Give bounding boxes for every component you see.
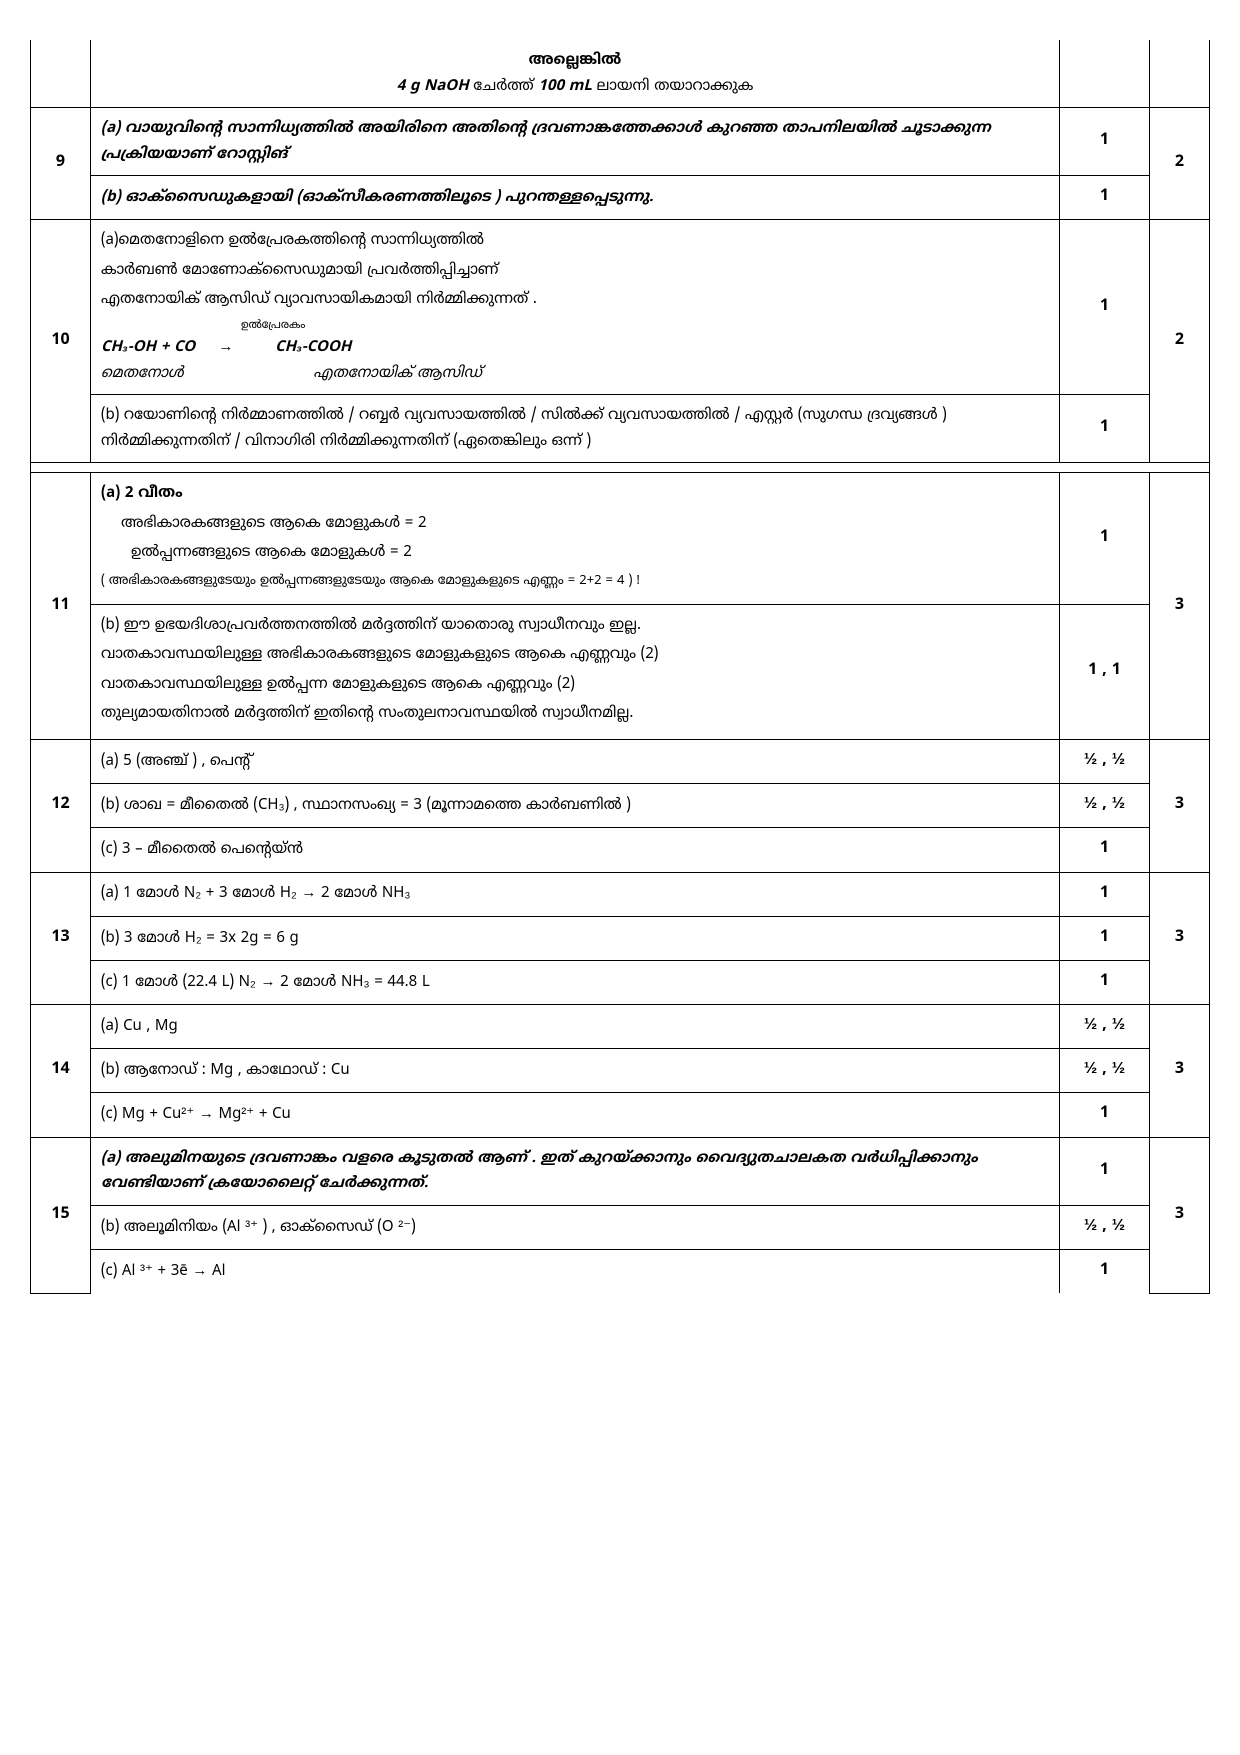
equation-labels: മെതനോൾ എതനോയിക് ആസിഡ് xyxy=(101,361,1049,387)
marks-cell: ½ , ½ xyxy=(1060,784,1150,828)
content-cell: (a) വായുവിന്റെ സാന്നിധ്യത്തിൽ അയിരിനെ അത… xyxy=(91,108,1060,176)
content-cell: (b) ഓക്സൈഡുകളായി (ഓക്സീകരണത്തിലൂടെ ) പുറ… xyxy=(91,176,1060,220)
content-cell: അല്ലെങ്കിൽ 4 g NaOH ചേർത്ത് 100 mL ലായനി… xyxy=(91,40,1060,108)
q-num-cell: 12 xyxy=(31,739,91,872)
marks-cell: 1 xyxy=(1060,1137,1150,1205)
marks-cell: 1 xyxy=(1060,473,1150,605)
marks-cell: 1 , 1 xyxy=(1060,604,1150,739)
equation: CH₃-OH + CO → CH₃-COOH xyxy=(101,335,1049,361)
para: തുല്യമായതിനാൽ മർദ്ദത്തിന് ഇതിന്റെ സംതുലന… xyxy=(101,701,1049,727)
heading: അല്ലെങ്കിൽ xyxy=(101,48,1049,74)
content-cell: (a) 2 വീതം അഭികാരകങ്ങളുടെ ആകെ മോളുകൾ = 2… xyxy=(91,473,1060,605)
line: 4 g NaOH ചേർത്ത് 100 mL ലായനി തയാറാക്കുക xyxy=(101,74,1049,100)
marks-cell: 1 xyxy=(1060,395,1150,463)
content-cell: (c) 3 – മീതൈൽ പെന്റെയ്ൻ xyxy=(91,828,1060,872)
q-num-cell: 10 xyxy=(31,220,91,463)
marks-cell: 1 xyxy=(1060,960,1150,1004)
content-cell: (b) 3 മോൾ H₂ = 3x 2g = 6 g xyxy=(91,916,1060,960)
marks-cell: 1 xyxy=(1060,1249,1150,1293)
para: (a)മെതനോളിനെ ഉൽപ്രേരകത്തിന്റെ സാന്നിധ്യത… xyxy=(101,228,1049,254)
content-cell: (b) ആനോഡ് : Mg , കാഥോഡ് : Cu xyxy=(91,1049,1060,1093)
content-cell: (a) Cu , Mg xyxy=(91,1005,1060,1049)
para: (b) ഈ ഉഭയദിശാപ്രവർത്തനത്തിൽ മർദ്ദത്തിന് … xyxy=(101,613,1049,639)
marks-cell: 1 xyxy=(1060,220,1150,395)
marks-cell: ½ , ½ xyxy=(1060,739,1150,783)
marks-cell: ½ , ½ xyxy=(1060,1049,1150,1093)
dashed-separator xyxy=(31,463,1210,473)
content-cell: (b) അലൂമിനിയം (Al ³⁺ ) , ഓക്സൈഡ് (O ²⁻) xyxy=(91,1205,1060,1249)
q-num-cell: 15 xyxy=(31,1137,91,1293)
total-cell: 3 xyxy=(1150,473,1210,740)
content-cell: (a) 5 (അഞ്ച് ) , പെന്റ് xyxy=(91,739,1060,783)
content-cell: (c) Mg + Cu²⁺ → Mg²⁺ + Cu xyxy=(91,1093,1060,1137)
marks-cell: ½ , ½ xyxy=(1060,1205,1150,1249)
marks-cell: 1 xyxy=(1060,108,1150,176)
para: അഭികാരകങ്ങളുടെ ആകെ മോളുകൾ = 2 xyxy=(121,511,1049,537)
answer-key-table: അല്ലെങ്കിൽ 4 g NaOH ചേർത്ത് 100 mL ലായനി… xyxy=(30,40,1210,1294)
q-num-cell: 9 xyxy=(31,108,91,220)
para: വാതകാവസ്ഥയിലുള്ള അഭികാരകങ്ങളുടെ മോളുകളുട… xyxy=(101,642,1049,668)
content-cell: (c) 1 മോൾ (22.4 L) N₂ → 2 മോൾ NH₃ = 44.8… xyxy=(91,960,1060,1004)
content-cell: (a)മെതനോളിനെ ഉൽപ്രേരകത്തിന്റെ സാന്നിധ്യത… xyxy=(91,220,1060,395)
marks-cell: 1 xyxy=(1060,1093,1150,1137)
q-num-cell: 14 xyxy=(31,1005,91,1138)
para: വാതകാവസ്ഥയിലുള്ള ഉൽപ്പന്ന മോളുകളുടെ ആകെ … xyxy=(101,672,1049,698)
para: ( അഭികാരകങ്ങളുടേയും ഉൽപ്പന്നങ്ങളുടേയും ആ… xyxy=(101,570,1049,592)
total-cell xyxy=(1150,40,1210,108)
content-cell: (b) ശാഖ = മീതൈൽ (CH₃) , സ്ഥാനസംഖ്യ = 3 (… xyxy=(91,784,1060,828)
marks-cell: 1 xyxy=(1060,916,1150,960)
para: കാർബൺ മോണോക്സൈഡുമായി പ്രവർത്തിപ്പിച്ചാണ് xyxy=(101,258,1049,284)
total-cell: 3 xyxy=(1150,739,1210,872)
q-num-cell: 11 xyxy=(31,473,91,740)
content-cell: (b) റയോണിന്റെ നിർമ്മാണത്തിൽ / റബ്ബർ വ്യവ… xyxy=(91,395,1060,463)
marks-cell: 1 xyxy=(1060,828,1150,872)
para: ഉൽപ്പന്നങ്ങളുടെ ആകെ മോളുകൾ = 2 xyxy=(131,540,1049,566)
content-cell: (b) ഈ ഉഭയദിശാപ്രവർത്തനത്തിൽ മർദ്ദത്തിന് … xyxy=(91,604,1060,739)
total-cell: 2 xyxy=(1150,220,1210,463)
q-num-cell: 13 xyxy=(31,872,91,1005)
para: (a) 2 വീതം xyxy=(101,481,1049,507)
q-num-cell xyxy=(31,40,91,108)
catalyst-label: ഉൽപ്രേരകം xyxy=(241,317,1049,336)
para: എതനോയിക് ആസിഡ് വ്യാവസായികമായി നിർമ്മിക്ക… xyxy=(101,287,1049,313)
marks-cell: 1 xyxy=(1060,176,1150,220)
marks-cell: ½ , ½ xyxy=(1060,1005,1150,1049)
marks-cell xyxy=(1060,40,1150,108)
total-cell: 3 xyxy=(1150,1005,1210,1138)
total-cell: 2 xyxy=(1150,108,1210,220)
content-cell: (c) Al ³⁺ + 3ē → Al xyxy=(91,1249,1060,1293)
marks-cell: 1 xyxy=(1060,872,1150,916)
total-cell: 3 xyxy=(1150,1137,1210,1293)
content-cell: (a) അലുമിനയുടെ ദ്രവണാങ്കം വളരെ കൂടുതൽ ആണ… xyxy=(91,1137,1060,1205)
content-cell: (a) 1 മോൾ N₂ + 3 മോൾ H₂ → 2 മോൾ NH₃ xyxy=(91,872,1060,916)
total-cell: 3 xyxy=(1150,872,1210,1005)
